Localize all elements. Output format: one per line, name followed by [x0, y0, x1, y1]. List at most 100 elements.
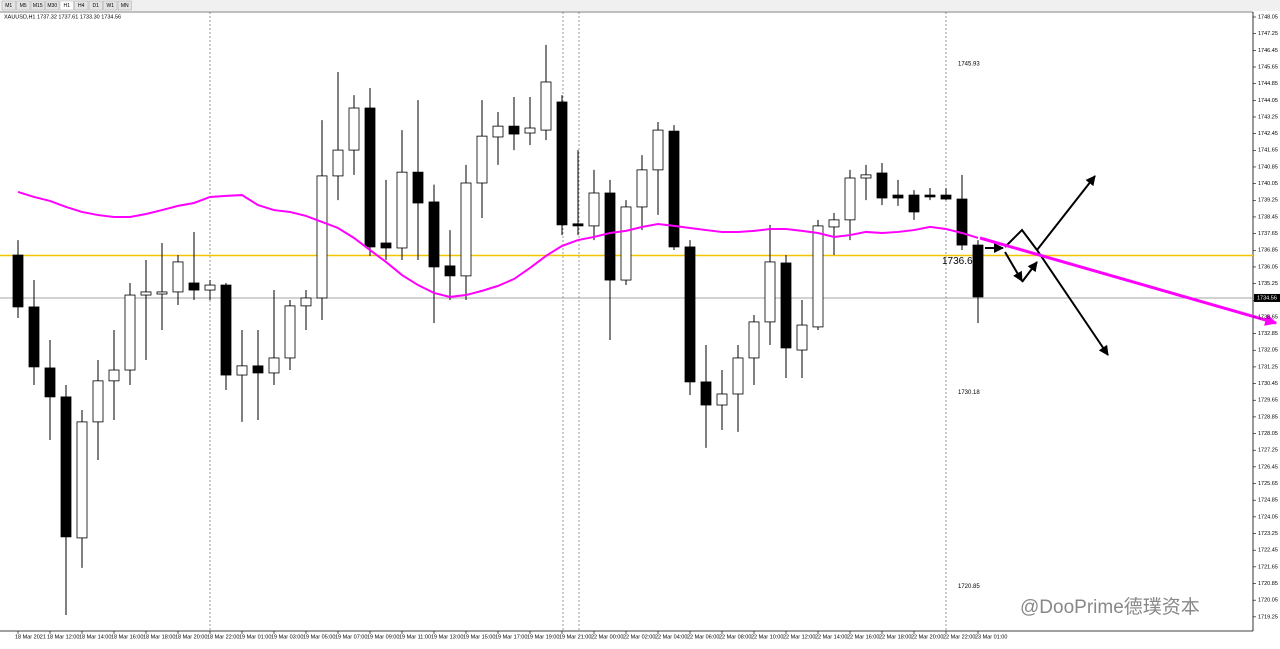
candle-body — [844, 177, 856, 221]
candle-body — [460, 182, 472, 277]
candle-body — [716, 393, 728, 406]
current-price-box — [1254, 293, 1280, 302]
candle-body — [764, 261, 776, 323]
candle-body — [300, 297, 312, 307]
candle-body — [156, 291, 168, 295]
tab-button[interactable] — [16, 0, 31, 11]
y-tick-label: 1725.65 — [1258, 481, 1278, 487]
candle-body — [412, 171, 424, 204]
current-price-label: 1734.56 — [1257, 295, 1277, 301]
candle-body — [604, 192, 616, 281]
tab-label[interactable]: W1 — [107, 3, 115, 9]
candle-body — [876, 172, 888, 199]
y-tick-label: 1733.65 — [1258, 314, 1278, 320]
candle-body — [860, 174, 872, 179]
tab-button[interactable] — [1, 0, 16, 11]
candle-body — [236, 365, 248, 376]
candle-body — [76, 421, 88, 539]
price-annotation: 1730.18 — [958, 390, 980, 396]
tab-button[interactable] — [117, 0, 132, 11]
x-tick-label: 18 Mar 22:00 — [207, 634, 239, 640]
tab-button[interactable] — [74, 0, 89, 11]
x-tick-label: 18 Mar 14:00 — [79, 634, 111, 640]
y-tick-label: 1732.05 — [1258, 348, 1278, 354]
y-tick-label: 1748.05 — [1258, 14, 1278, 20]
tab-label[interactable]: MN — [121, 3, 129, 9]
x-tick-label: 19 Mar 09:00 — [367, 634, 399, 640]
y-tick-label: 1746.45 — [1258, 48, 1278, 54]
candle-body — [348, 107, 360, 151]
candle-body — [572, 223, 584, 227]
y-tick-label: 1737.65 — [1258, 231, 1278, 237]
candle-body — [892, 194, 904, 199]
candle-body — [428, 201, 440, 268]
y-tick-label: 1719.25 — [1258, 614, 1278, 620]
y-tick-label: 1740.85 — [1258, 164, 1278, 170]
symbol-header: XAUUSD,H1 1737.32 1737.61 1733.30 1734.5… — [4, 14, 121, 20]
tab-button[interactable] — [59, 0, 74, 11]
tab-label[interactable]: M5 — [20, 3, 27, 9]
candle-body — [956, 198, 968, 246]
scenario-arrows — [985, 175, 1109, 356]
candle-body — [204, 284, 216, 291]
tab-label[interactable]: H4 — [78, 3, 85, 9]
y-tick-label: 1745.65 — [1258, 64, 1278, 70]
x-tick-label: 19 Mar 11:00 — [399, 634, 431, 640]
y-tick-label: 1720.85 — [1258, 581, 1278, 587]
candle-body — [556, 101, 568, 226]
candle-body — [476, 135, 488, 184]
x-tick-label: 19 Mar 07:00 — [335, 634, 367, 640]
candle-body — [652, 129, 664, 171]
candle-body — [588, 192, 600, 227]
candle-body — [28, 306, 40, 368]
candle-body — [924, 194, 936, 198]
candle-body — [220, 284, 232, 376]
tab-button[interactable] — [30, 0, 45, 11]
y-tick-label: 1724.05 — [1258, 514, 1278, 520]
x-tick-label: 22 Mar 10:00 — [751, 634, 783, 640]
y-tick-label: 1723.25 — [1258, 531, 1278, 537]
level-label: 1736.6 — [942, 256, 973, 267]
x-tick-label: 19 Mar 17:00 — [495, 634, 527, 640]
watermark: @DooPrime德璞资本 — [1020, 596, 1200, 618]
x-tick-label: 19 Mar 13:00 — [431, 634, 463, 640]
y-tick-label: 1743.25 — [1258, 114, 1278, 120]
tab-label[interactable]: M15 — [33, 3, 43, 9]
y-tick-label: 1721.65 — [1258, 564, 1278, 570]
y-tick-label: 1729.65 — [1258, 398, 1278, 404]
tab-label[interactable]: D1 — [93, 3, 100, 9]
x-tick-label: 18 Mar 2021 — [15, 634, 46, 640]
candle-body — [12, 254, 24, 308]
candle-body — [524, 127, 536, 134]
candle-body — [252, 365, 264, 374]
x-tick-label: 23 Mar 01:00 — [975, 634, 1007, 640]
tab-button[interactable] — [103, 0, 118, 11]
candle-body — [44, 367, 56, 398]
y-tick-label: 1732.85 — [1258, 331, 1278, 337]
y-tick-label: 1747.25 — [1258, 31, 1278, 37]
candle-body — [700, 381, 712, 406]
x-tick-label: 22 Mar 08:00 — [719, 634, 751, 640]
tab-label[interactable]: M1 — [5, 3, 12, 9]
candle-body — [780, 262, 792, 349]
y-tick-label: 1730.45 — [1258, 381, 1278, 387]
timeframe-tabs: M1 M5 M15 M30 H1 H4 D1 W1 MN — [1, 0, 132, 11]
candle-body — [620, 206, 632, 281]
tab-button[interactable] — [45, 0, 60, 11]
candle-body — [364, 107, 376, 248]
moving-average — [17, 190, 979, 298]
tab-button[interactable] — [88, 0, 103, 11]
candle-body — [188, 282, 200, 291]
candle-body — [540, 81, 552, 131]
x-tick-label: 22 Mar 22:00 — [943, 634, 975, 640]
candle-body — [140, 291, 152, 296]
plot-area: 1736.6 1745.93 1730.18 1720.85 — [0, 44, 1253, 615]
y-tick-label: 1741.65 — [1258, 148, 1278, 154]
candle-body — [92, 380, 104, 423]
tab-label[interactable]: M30 — [47, 3, 57, 9]
y-tick-label: 1736.05 — [1258, 264, 1278, 270]
tab-label[interactable]: H1 — [64, 3, 71, 9]
candle-body — [636, 169, 648, 208]
y-tick-label: 1727.25 — [1258, 448, 1278, 454]
x-tick-label: 19 Mar 03:00 — [271, 634, 303, 640]
